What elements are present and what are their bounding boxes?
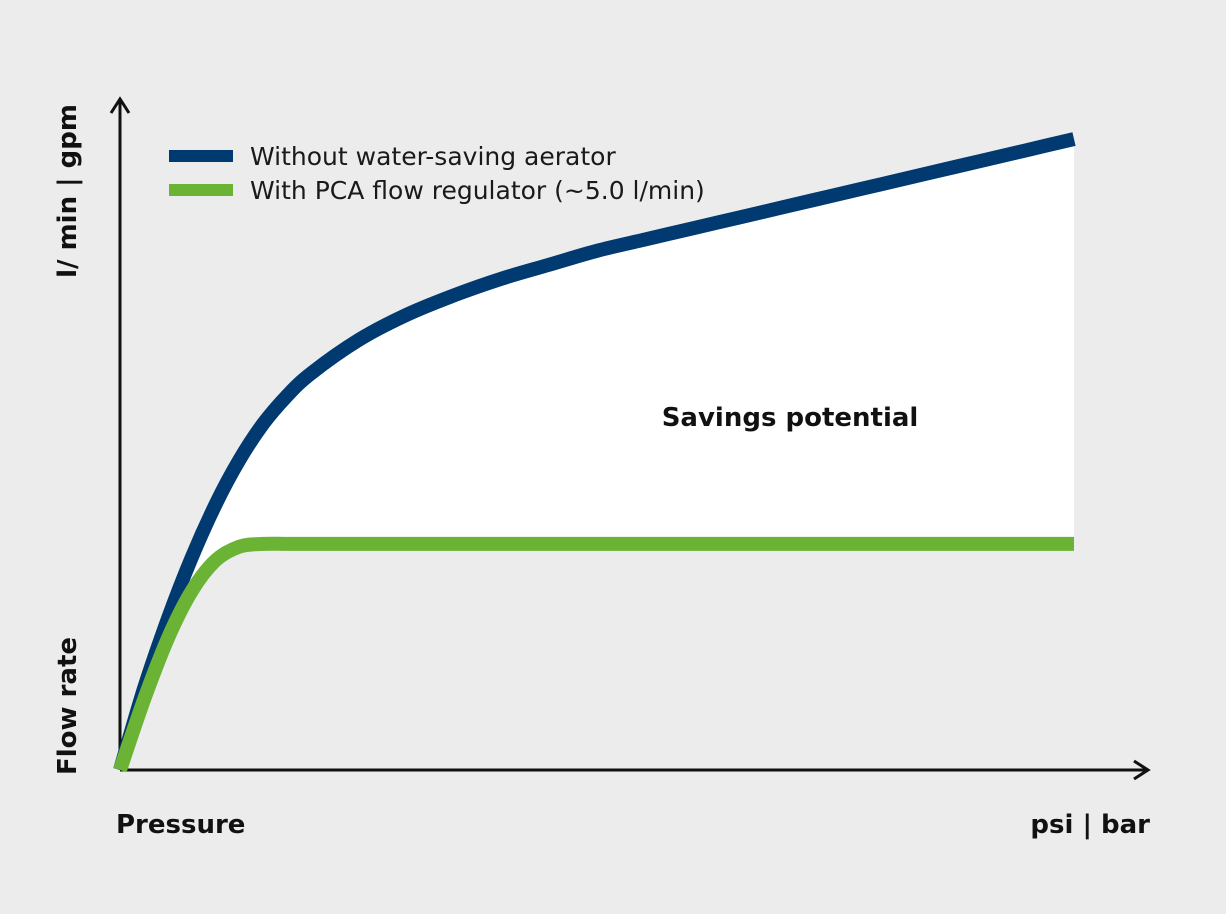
savings-potential-area <box>120 139 1074 771</box>
savings-potential-annotation: Savings potential <box>662 403 919 433</box>
x-axis-arrow-icon <box>1133 759 1151 781</box>
y-axis <box>109 96 131 770</box>
series-line-without-aerator <box>113 132 1076 772</box>
x-axis <box>120 759 1151 781</box>
y-axis-arrow-icon <box>109 96 131 114</box>
x-axis-unit: psi | bar <box>1030 810 1150 840</box>
y-axis-label: Flow rate <box>53 637 83 775</box>
legend-entry-pca-regulator: With PCA flow regulator (~5.0 l/min) <box>169 176 705 205</box>
legend: Without water-saving aerator With PCA fl… <box>169 142 705 205</box>
legend-label: With PCA flow regulator (~5.0 l/min) <box>250 176 705 205</box>
y-axis-unit: l/ min | gpm <box>53 104 83 278</box>
legend-entry-without-aerator: Without water-saving aerator <box>169 142 616 171</box>
x-axis-label: Pressure <box>116 810 245 840</box>
legend-label: Without water-saving aerator <box>250 142 616 171</box>
series-line-pca-regulator <box>113 536 1074 773</box>
